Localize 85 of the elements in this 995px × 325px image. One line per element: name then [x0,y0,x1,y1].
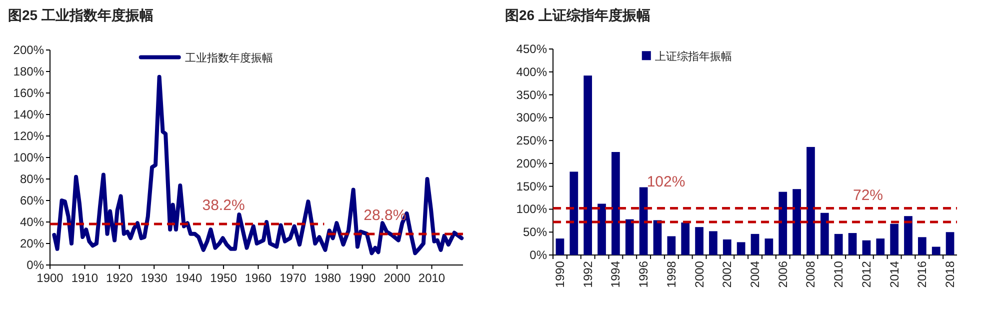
y-tick-label: 180% [13,64,44,78]
bar [709,231,718,255]
x-tick-label: 2012 [859,260,874,288]
bar [932,246,940,255]
y-tick-label: 200% [13,43,44,57]
bar [778,192,788,255]
x-tick-label: 1920 [106,271,134,285]
x-tick-label: 1990 [552,260,567,288]
ref-line-label: 72% [852,187,884,204]
bar [904,216,912,255]
x-tick-label: 2000 [384,271,411,285]
bar [598,204,606,255]
bar [862,240,871,255]
y-tick-label: 150% [516,179,548,194]
bar [736,242,746,255]
bar [695,227,704,255]
line-series [52,74,464,256]
bar [653,220,662,255]
bar [556,238,564,255]
chart-title: 图25 工业指数年度振幅 [8,7,154,23]
x-tick-label: 1910 [71,271,98,285]
y-tick-label: 400% [516,64,548,79]
x-tick-label: 2018 [943,260,958,288]
bar [764,238,774,255]
bar [625,219,634,255]
bar [570,172,578,255]
x-tick-label: 1970 [280,271,307,285]
y-tick-label: 80% [20,172,44,186]
x-tick-label: 1996 [636,260,651,288]
y-tick-label: 250% [516,134,548,148]
x-tick-label: 2010 [418,271,446,285]
y-tick-label: 100% [516,202,548,216]
bar [876,238,885,255]
y-tick-label: 140% [13,108,44,122]
bar [667,236,676,255]
bar [946,232,954,255]
y-tick-label: 20% [20,236,44,250]
x-tick-label: 2000 [692,260,706,288]
bar [806,146,815,255]
x-tick-label: 1950 [210,271,238,285]
y-tick-label: 300% [516,110,548,125]
bar [792,189,801,255]
bar [584,76,592,255]
y-tick-label: 100% [13,150,44,164]
x-tick-label: 1980 [314,271,342,285]
x-tick-label: 1930 [140,271,168,285]
bar [834,234,843,255]
y-tick-label: 450% [516,42,548,56]
y-tick-label: 0% [26,258,44,272]
bar [848,233,857,255]
x-tick-label: 1992 [580,260,595,288]
x-tick-label: 1900 [36,271,64,285]
x-tick-label: 2006 [776,260,790,288]
x-tick-label: 2016 [915,260,930,288]
x-tick-label: 1940 [175,271,202,285]
bar [681,222,690,255]
legend-label: 上证综指年振幅 [654,50,732,64]
x-tick-label: 2004 [748,260,762,288]
x-tick-label: 2002 [720,260,734,288]
y-tick-label: 120% [13,129,44,143]
bar [722,239,732,255]
x-tick-label: 1998 [664,260,678,288]
bar [918,237,926,255]
bar [750,234,760,255]
bar [820,212,829,255]
bar [612,152,620,255]
y-tick-label: 60% [20,194,44,208]
x-tick-label: 1960 [244,271,272,285]
x-tick-label: 1994 [608,260,623,288]
x-tick-label: 1990 [349,271,376,285]
x-tick-label: 2010 [832,260,846,288]
annotation: 38.2% [202,196,245,214]
y-tick-label: 200% [516,156,548,170]
chart-title: 图26 上证综指年度振幅 [505,7,650,23]
y-tick-label: 40% [20,215,44,229]
y-tick-label: 160% [13,86,44,100]
x-tick-label: 2008 [804,260,818,288]
bar [639,187,648,255]
y-tick-label: 350% [516,88,548,102]
y-tick-label: 50% [522,225,548,240]
ref-line-label: 102% [646,173,686,190]
y-tick-label: 0% [530,248,548,262]
bar [890,224,898,255]
legend-label: 工业指数年度振幅 [184,51,273,64]
x-tick-label: 2014 [887,260,902,288]
